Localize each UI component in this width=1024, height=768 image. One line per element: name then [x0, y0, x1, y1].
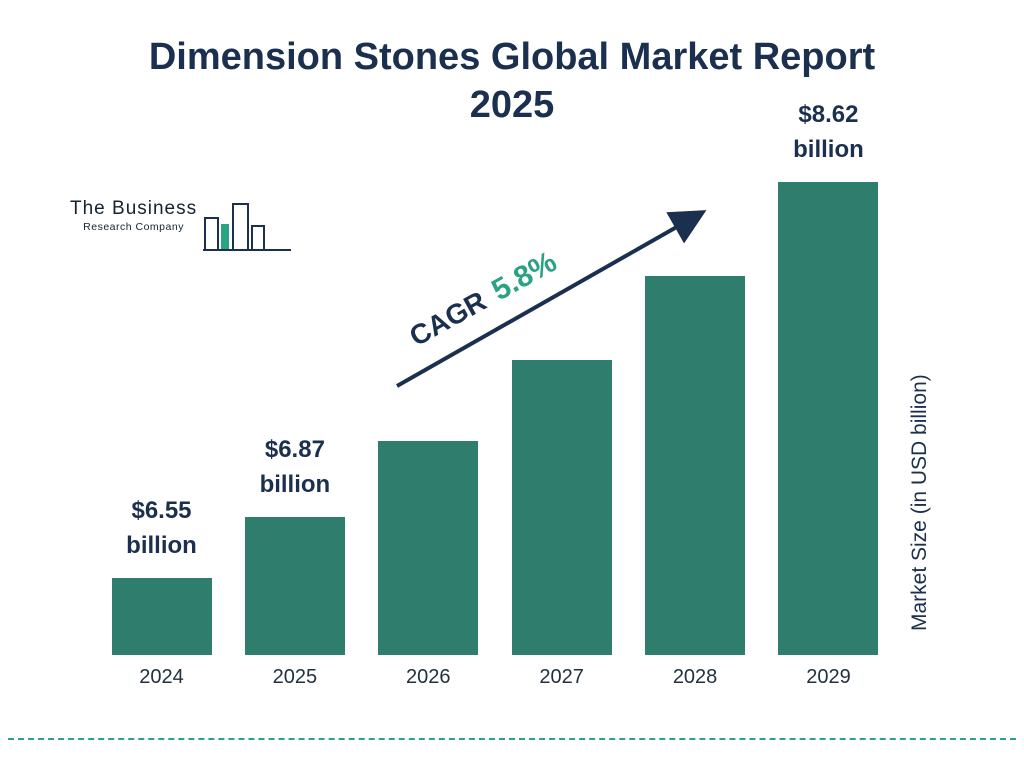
bar-2024	[111, 578, 212, 655]
logo-bars-icon	[203, 203, 292, 251]
bar-column-2026: 2026	[362, 55, 495, 700]
bar-value-amount: $6.55	[131, 497, 192, 525]
bar-2026	[378, 441, 479, 655]
x-axis-label-2025: 2025	[272, 666, 318, 688]
bar-column-2028: 2028	[629, 55, 762, 700]
bar-value-amount: $6.87	[264, 436, 325, 464]
company-logo: The Business Research Company	[70, 198, 293, 260]
x-axis-label-2029: 2029	[806, 666, 851, 688]
bar-2027	[511, 360, 612, 655]
bar-chart: $6.55 billion 2024 $6.87 billion 2025 2026 2027…	[95, 55, 895, 700]
bar-2025	[244, 517, 345, 655]
bottom-dashed-divider	[8, 738, 1016, 740]
logo-line2: Research Company	[83, 221, 184, 233]
x-axis-label-2028: 2028	[672, 666, 718, 688]
y-axis-label: Market Size (in USD billion)	[908, 374, 931, 631]
company-logo-text: The Business Research Company	[70, 198, 197, 233]
bar-value-unit: billion	[259, 471, 331, 499]
x-axis-label-2024: 2024	[139, 666, 184, 688]
bar-column-2029: $8.62 billion 2029	[762, 55, 895, 700]
bar-column-2027: 2027	[495, 55, 628, 700]
x-axis-label-2026: 2026	[406, 666, 451, 688]
page-title: Dimension Stones Global Market Report 20…	[148, 36, 876, 126]
bar-value-unit: billion	[793, 136, 864, 164]
bar-value-label-2024: $6.55 billion	[126, 494, 197, 564]
bar-column-2025: $6.87 billion 2025	[228, 55, 361, 700]
bar-value-unit: billion	[126, 532, 197, 560]
bar-2029	[778, 182, 879, 655]
bar-value-label-2029: $8.62 billion	[793, 98, 864, 168]
bar-column-2024: $6.55 billion 2024	[95, 55, 228, 700]
bar-2028	[645, 276, 746, 655]
bar-value-label-2025: $6.87 billion	[260, 433, 331, 503]
x-axis-label-2027: 2027	[539, 666, 584, 688]
bar-value-amount: $8.62	[798, 101, 859, 129]
logo-line1: The Business	[70, 198, 198, 219]
